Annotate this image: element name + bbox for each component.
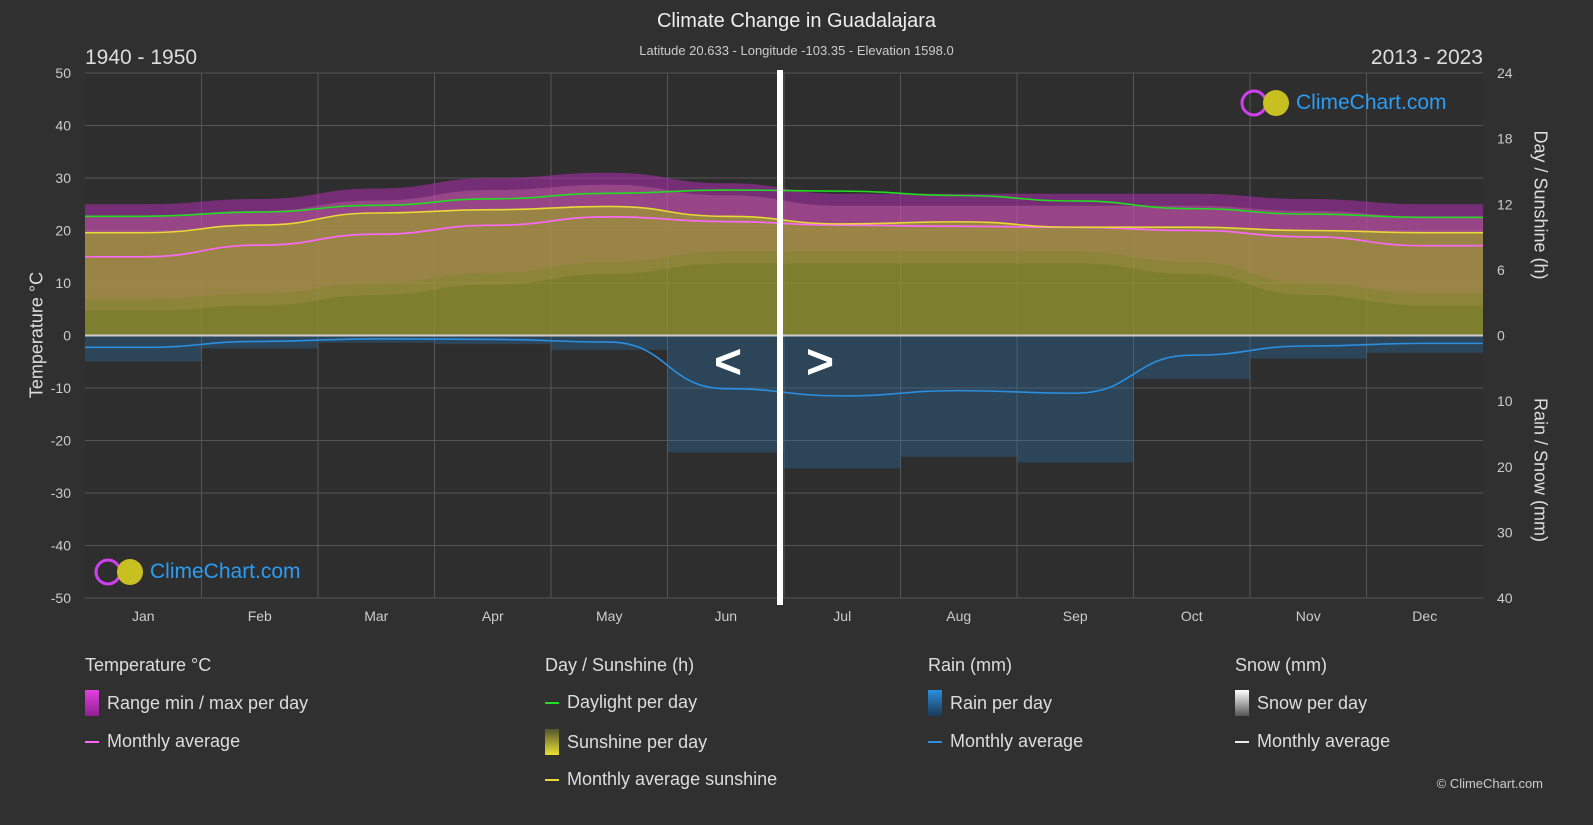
x-tick-label: Jan xyxy=(132,608,155,624)
y-left-tick: -10 xyxy=(51,380,71,396)
logo-icon xyxy=(1240,89,1289,117)
rain-bar xyxy=(1017,335,1134,463)
legend-temp-range: Range min / max per day xyxy=(85,690,308,716)
legend-rain-avg: Monthly average xyxy=(928,731,1083,752)
y-left-tick: 30 xyxy=(55,170,71,186)
legend-sun-title: Day / Sunshine (h) xyxy=(545,655,695,675)
legend-label: Monthly average xyxy=(950,731,1084,751)
x-tick-label: Apr xyxy=(482,608,504,624)
period-divider-handle xyxy=(777,70,783,605)
x-tick-label: Nov xyxy=(1296,608,1321,624)
period-left: 1940 - 1950 xyxy=(85,46,198,69)
legend-label: Range min / max per day xyxy=(107,692,309,713)
logo-icon xyxy=(94,558,143,586)
line-swatch-icon xyxy=(928,740,942,743)
y-right-top-tick: 18 xyxy=(1497,131,1513,147)
x-tick-label: Dec xyxy=(1412,608,1437,624)
rain-bar xyxy=(1133,335,1250,379)
rain-bar xyxy=(85,335,202,362)
legend-snow-day: Snow per day xyxy=(1235,690,1367,716)
period-right: 2013 - 2023 xyxy=(1370,46,1483,69)
x-tick-label: Jun xyxy=(714,608,737,624)
rain-bar xyxy=(667,335,784,453)
copyright: © ClimeChart.com xyxy=(1436,776,1543,791)
y-left-tick: 20 xyxy=(55,223,71,239)
series-line-rain-monthly-average xyxy=(85,337,1483,397)
y-right-bottom-tick: 20 xyxy=(1497,459,1513,475)
legend-label: Rain per day xyxy=(950,692,1053,713)
prev-arrow-button[interactable]: < xyxy=(714,336,743,389)
legend-label: Sunshine per day xyxy=(567,731,708,752)
x-tick-label: May xyxy=(596,608,622,624)
x-tick-label: Aug xyxy=(946,608,971,624)
y-right-bottom-tick: 40 xyxy=(1497,590,1513,606)
line-swatch-icon xyxy=(1235,740,1249,743)
y-left-tick: -40 xyxy=(51,538,71,554)
legend-temp-avg: Monthly average xyxy=(85,731,240,752)
x-tick-label: Mar xyxy=(364,608,388,624)
y-right-top-tick: 6 xyxy=(1497,262,1505,278)
y-right-bottom-tick: 30 xyxy=(1497,524,1513,540)
legend-rain-day: Rain per day xyxy=(928,690,1052,716)
legend-label: Snow per day xyxy=(1257,692,1368,713)
x-tick-label: Sep xyxy=(1063,608,1088,624)
legend-sunshine-avg: Monthly average sunshine xyxy=(545,769,777,790)
next-arrow-button[interactable]: > xyxy=(806,336,835,389)
series-line-monthly-average xyxy=(85,216,1483,258)
x-tick-label: Oct xyxy=(1181,608,1203,624)
logo-top: ClimeChart.com xyxy=(1240,88,1447,118)
legend-snow-avg: Monthly average xyxy=(1235,731,1390,752)
x-tick-label: Jul xyxy=(833,608,851,624)
legend-label: Monthly average sunshine xyxy=(567,769,778,789)
line-swatch-icon xyxy=(545,701,559,704)
line-swatch-icon xyxy=(85,740,99,743)
y-right-top-tick: 24 xyxy=(1497,65,1513,81)
rain-bar xyxy=(900,335,1017,457)
legend-label: Monthly average xyxy=(1257,731,1391,751)
line-swatch-icon xyxy=(545,778,559,781)
range-swatch-icon xyxy=(85,690,99,716)
legend-temp-title: Temperature °C xyxy=(85,655,212,675)
legend-daylight: Daylight per day xyxy=(545,692,697,713)
rain-bar xyxy=(784,335,901,469)
y-left-tick: 10 xyxy=(55,275,71,291)
series-line-monthly-average-sunshine xyxy=(84,205,1483,234)
y-right-top-tick: 12 xyxy=(1497,196,1513,212)
sunshine-area xyxy=(85,206,1483,336)
snow-swatch-icon xyxy=(1235,690,1249,716)
y-left-tick: -20 xyxy=(51,433,71,449)
y-right-bottom-tick: 10 xyxy=(1497,393,1513,409)
rain-swatch-icon xyxy=(928,690,942,716)
legend-sunshine: Sunshine per day xyxy=(545,729,707,755)
legend-rain-title: Rain (mm) xyxy=(928,655,1012,675)
sunshine-swatch-icon xyxy=(545,729,559,755)
y-left-tick: -30 xyxy=(51,485,71,501)
legend-label: Daylight per day xyxy=(567,692,698,712)
y-left-tick: 0 xyxy=(63,328,71,344)
logo-bottom: ClimeChart.com xyxy=(94,557,301,587)
chart-subtitle: Latitude 20.633 - Longitude -103.35 - El… xyxy=(639,43,954,58)
x-tick-label: Feb xyxy=(248,608,272,624)
legend-label: Monthly average xyxy=(107,731,241,751)
chart-title: Climate Change in Guadalajara xyxy=(656,10,937,32)
series-line-daylight-per-day xyxy=(85,189,1483,219)
y-left-tick: 40 xyxy=(55,118,71,134)
rain-bar xyxy=(1250,335,1367,359)
y-left-tick: 50 xyxy=(55,65,71,81)
logo-text: ClimeChart.com xyxy=(150,560,301,583)
y-left-tick: -50 xyxy=(51,590,71,606)
y-right-top-tick: 0 xyxy=(1497,328,1505,344)
chart-svg: 50 40 30 20 10 0 -10 -20 -30 -40 -50 24 18 12 6 0 10 20 30… xyxy=(51,65,1513,624)
logo-text: ClimeChart.com xyxy=(1296,91,1447,114)
legend-snow-title: Snow (mm) xyxy=(1235,655,1328,675)
